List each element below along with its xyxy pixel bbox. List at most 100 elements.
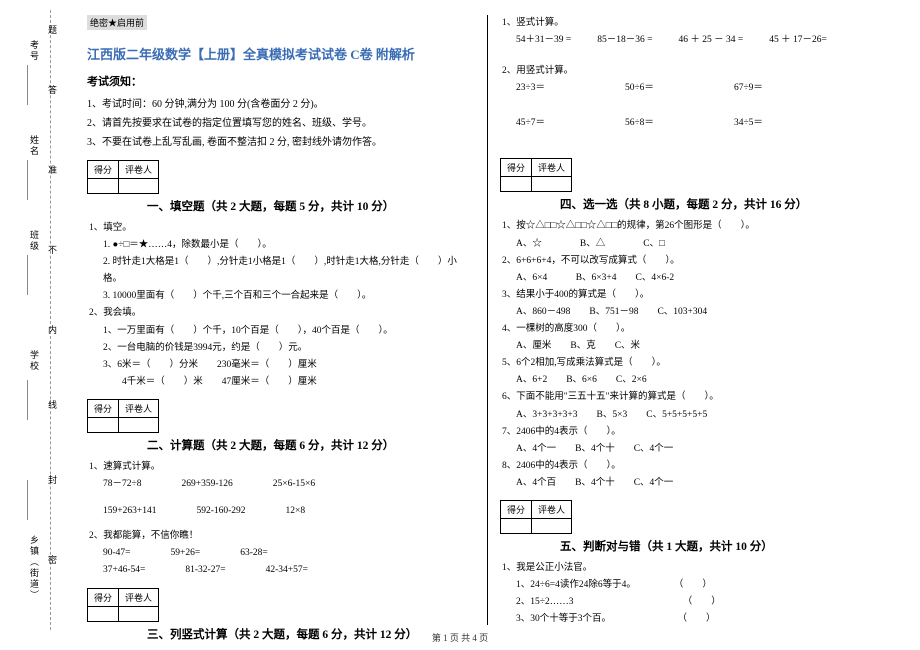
options: A、6+2 B、6×6 C、2×6 [500,372,888,389]
notice-heading: 考试须知： [87,73,475,89]
seal-char: 答 [46,85,59,94]
score-cell: 评卷人 [532,159,572,177]
question-sub: 2、15÷2……3 （ ） [500,594,888,611]
seal-char: 线 [46,400,59,409]
score-box: 得分评卷人 [87,399,159,433]
options: A、3+3+3+3+3 B、5×3 C、5+5+5+5+5 [500,407,888,424]
question-sub: 1、24÷6=4读作24除6等于4。 （ ） [500,577,888,594]
eq-row: 23÷3＝ 50÷6＝ 67÷9＝ [500,80,888,97]
score-blank [88,606,119,621]
blank-line [27,480,37,520]
binding-dashed-line [50,10,51,630]
score-box: 得分评卷人 [87,160,159,194]
score-blank [119,417,159,432]
question-sub: 3. 10000里面有（ ）个千,三个百和三个一合起来是（ ）。 [87,288,475,305]
binding-label: 乡镇（街道） [28,535,41,601]
eq: 269+359-126 [181,476,232,493]
score-box: 得分评卷人 [500,500,572,534]
seal-char: 不 [46,245,59,254]
eq: 45 ＋ 17－26= [769,32,827,49]
question: 7、2406中的4表示（ ）。 [500,424,888,441]
score-cell: 得分 [501,159,532,177]
section-heading: 四、选一选（共 8 小题，每题 2 分，共计 16 分） [500,196,888,212]
content-area: 绝密★启用前 江西版二年级数学【上册】全真模拟考试试卷 C卷 附解析 考试须知：… [70,0,920,650]
exam-page: 考号 姓名 班级 学校 乡镇（街道） 题 答 准 不 内 线 封 密 绝密★启用… [0,0,920,650]
seal-char: 准 [46,165,59,174]
eq-row: 90-47= 59+26= 63-28= [87,545,475,562]
binding-label: 学校 [28,350,41,372]
binding-label: 考号 [28,40,41,62]
score-cell: 得分 [88,399,119,417]
eq-row: 37+46-54= 81-32-27= 42-34+57= [87,562,475,579]
score-blank [88,417,119,432]
question-sub: 3、6米＝（ ）分米 230毫米＝（ ）厘米 [87,357,475,374]
question: 1、填空。 [87,220,475,237]
eq: 50÷6＝ [625,80,654,97]
score-blank [119,179,159,194]
blank-line [27,65,37,105]
seal-char: 内 [46,325,59,334]
score-cell: 评卷人 [532,500,572,518]
secret-tag: 绝密★启用前 [87,15,147,30]
score-cell: 得分 [88,588,119,606]
score-cell: 得分 [88,161,119,179]
eq: 81-32-27= [185,562,225,579]
eq-row: 78－72÷8 269+359-126 25×6-15×6 [87,476,475,493]
eq: 56÷8＝ [625,115,654,132]
score-cell: 评卷人 [119,161,159,179]
blank-line [27,255,37,295]
eq-row: 45÷7＝ 56÷8＝ 34÷5＝ [500,115,888,132]
blank-line [27,380,37,420]
eq: 23÷3＝ [516,80,545,97]
question: 1、我是公正小法官。 [500,560,888,577]
score-box: 得分评卷人 [500,158,572,192]
question-sub: 1、一万里面有（ ）个千，10个百是（ ），40个百是（ ）。 [87,323,475,340]
options: A、厘米 B、克 C、米 [500,338,888,355]
eq: 67÷9＝ [734,80,763,97]
eq: 25×6-15×6 [273,476,315,493]
question: 6、下面不能用"三五十五"来计算的算式是（ ）。 [500,389,888,406]
page-footer: 第 1 页 共 4 页 [0,631,920,644]
question: 3、结果小于400的算式是（ ）。 [500,287,888,304]
notice-line: 3、不要在试卷上乱写乱画, 卷面不整洁扣 2 分, 密封线外请勿作答。 [87,133,475,152]
eq: 12×8 [286,503,306,520]
notice-line: 2、请首先按要求在试卷的指定位置填写您的姓名、班级、学号。 [87,114,475,133]
options: A、☆ B、△ C、□ [500,236,888,253]
section-heading: 一、填空题（共 2 大题，每题 5 分，共计 10 分） [87,198,475,214]
eq-row: 54＋31－39 = 85－18－36 = 46 ＋ 25 － 34 = 45 … [500,32,888,49]
score-blank [119,606,159,621]
score-box: 得分评卷人 [87,588,159,622]
right-column: 1、竖式计算。 54＋31－39 = 85－18－36 = 46 ＋ 25 － … [488,15,900,625]
question-sub: 4千米＝（ ）米 47厘米＝（ ）厘米 [87,374,475,391]
options: A、860－498 B、751－98 C、103+304 [500,304,888,321]
question: 4、一棵树的高度300（ ）。 [500,321,888,338]
seal-char: 密 [46,555,59,564]
score-blank [88,179,119,194]
question: 2、用竖式计算。 [500,63,888,80]
score-cell: 得分 [501,500,532,518]
score-blank [532,518,572,533]
question-sub: 1. ●÷□＝★……4，除数最小是（ ）。 [87,237,475,254]
eq-row: 159+263+141 592-160-292 12×8 [87,503,475,520]
eq: 78－72÷8 [103,476,141,493]
eq: 85－18－36 = [597,32,652,49]
eq: 63-28= [240,545,268,562]
eq: 54＋31－39 = [516,32,571,49]
options: A、4个百 B、4个十 C、4个一 [500,475,888,492]
question: 2、6+6+6+4，不可以改写成算式（ ）。 [500,253,888,270]
eq: 42-34+57= [266,562,308,579]
binding-column: 考号 姓名 班级 学校 乡镇（街道） 题 答 准 不 内 线 封 密 [0,0,70,650]
score-blank [501,177,532,192]
exam-title: 江西版二年级数学【上册】全真模拟考试试卷 C卷 附解析 [87,44,475,63]
question: 5、6个2相加,写成乘法算式是（ ）。 [500,355,888,372]
score-cell: 评卷人 [119,588,159,606]
eq: 59+26= [171,545,201,562]
score-cell: 评卷人 [119,399,159,417]
score-blank [501,518,532,533]
section-heading: 五、判断对与错（共 1 大题，共计 10 分） [500,538,888,554]
section-heading: 二、计算题（共 2 大题，每题 6 分，共计 12 分） [87,437,475,453]
eq: 45÷7＝ [516,115,545,132]
seal-char: 封 [46,475,59,484]
eq: 592-160-292 [196,503,245,520]
eq: 46 ＋ 25 － 34 = [678,32,743,49]
